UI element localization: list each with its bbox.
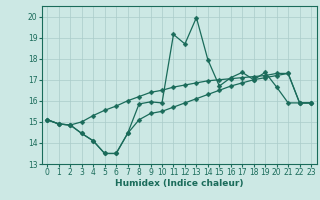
X-axis label: Humidex (Indice chaleur): Humidex (Indice chaleur): [115, 179, 244, 188]
